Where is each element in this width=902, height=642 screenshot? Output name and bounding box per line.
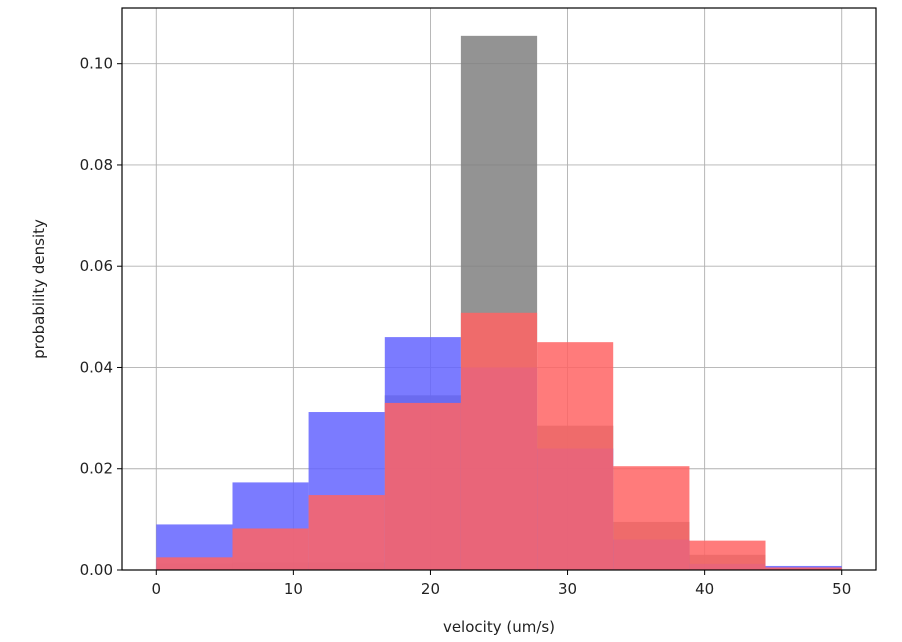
- x-tick-label: 30: [558, 580, 577, 598]
- histogram-bar-series-3: [613, 466, 690, 570]
- plot-frame: [121, 7, 877, 571]
- y-tick-label: 0.00: [80, 561, 113, 579]
- x-tick-label: 20: [421, 580, 440, 598]
- histogram-bar-series-3: [232, 528, 309, 570]
- histogram-bar-series-3: [460, 312, 538, 570]
- x-tick-label: 0: [151, 580, 161, 598]
- y-tick-label: 0.06: [80, 257, 113, 275]
- axis-ticks: 0 10 20 30 40 50 0.00 0.02 0.04 0.06 0.08 0.10: [80, 55, 852, 598]
- y-tick-label: 0.04: [80, 358, 113, 376]
- histogram-bars: [156, 35, 842, 570]
- y-axis-label: probability density: [30, 219, 48, 359]
- histogram-bar-series-3: [765, 567, 842, 570]
- histogram-bar-series-3: [156, 557, 233, 570]
- histogram-bar-series-3: [689, 540, 766, 570]
- x-axis-label: velocity (um/s): [443, 618, 555, 636]
- x-tick-label: 50: [832, 580, 851, 598]
- x-tick-label: 10: [284, 580, 303, 598]
- y-tick-label: 0.02: [80, 460, 113, 478]
- x-tick-label: 40: [695, 580, 714, 598]
- histogram-bar-series-3: [537, 342, 614, 570]
- histogram-bar-series-3: [384, 402, 461, 570]
- y-tick-label: 0.08: [80, 156, 113, 174]
- y-tick-label: 0.10: [80, 55, 113, 73]
- histogram-bar-series-3: [308, 495, 385, 570]
